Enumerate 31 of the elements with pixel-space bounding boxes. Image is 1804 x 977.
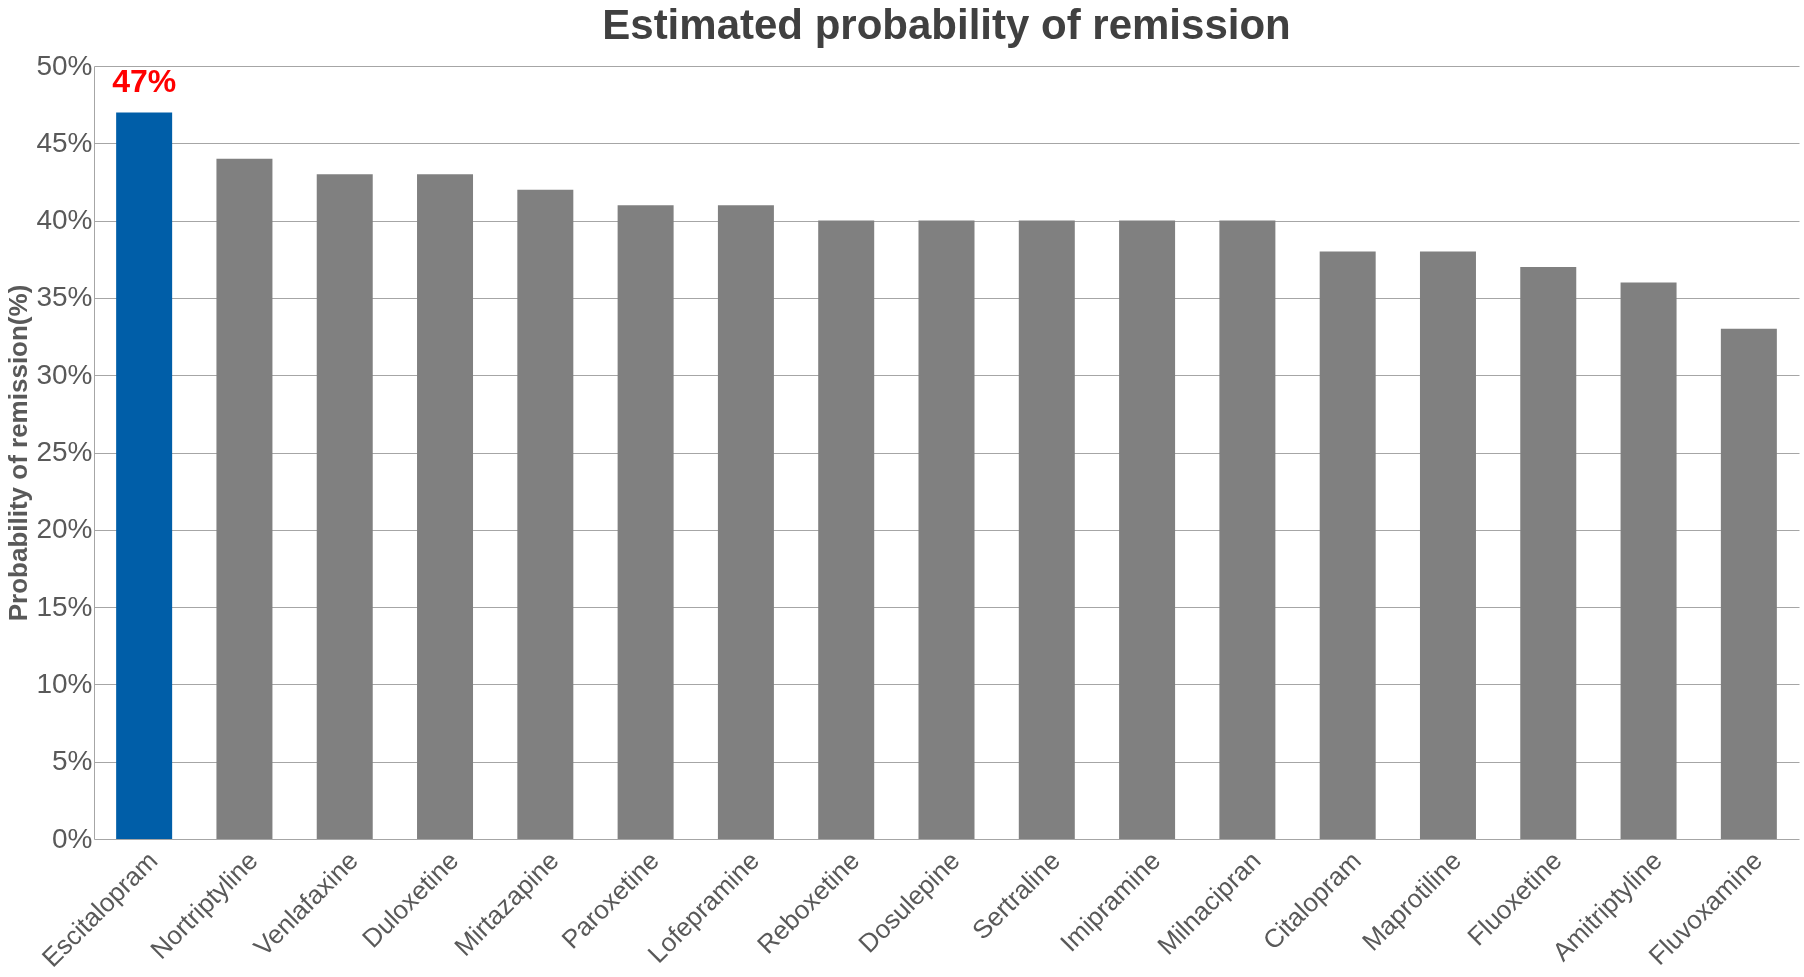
y-tick-label: 50% — [36, 49, 93, 81]
bar — [1419, 251, 1476, 839]
y-axis-title: Probability of remission(%) — [3, 284, 34, 622]
y-tick-label: 25% — [36, 436, 93, 467]
y-tick-label: 5% — [52, 745, 93, 777]
bar — [417, 174, 474, 839]
y-tick-label: 40% — [36, 204, 93, 236]
y-tick-label: 30% — [36, 358, 93, 390]
bar — [1119, 220, 1176, 839]
bar — [1720, 328, 1777, 839]
bar — [1319, 251, 1376, 839]
bar — [1219, 220, 1276, 839]
y-tick-label: 35% — [36, 281, 93, 313]
y-tick-label: 10% — [36, 667, 93, 699]
bar — [316, 174, 373, 839]
y-tick-label: 20% — [36, 513, 93, 545]
bar — [1018, 220, 1075, 839]
bar — [1620, 282, 1677, 839]
y-tick-label: 45% — [36, 126, 93, 158]
bar — [116, 112, 173, 839]
bar — [517, 189, 574, 839]
bar — [818, 220, 875, 839]
bar — [1520, 266, 1577, 839]
chart-title: Estimated probability of remission — [602, 1, 1291, 48]
data-label: 47% — [112, 63, 177, 100]
bar — [216, 158, 273, 839]
y-tick-label: 15% — [36, 590, 93, 622]
bar — [717, 205, 774, 839]
bar — [617, 205, 674, 839]
bar — [918, 220, 975, 839]
y-tick-label: 0% — [52, 822, 93, 854]
